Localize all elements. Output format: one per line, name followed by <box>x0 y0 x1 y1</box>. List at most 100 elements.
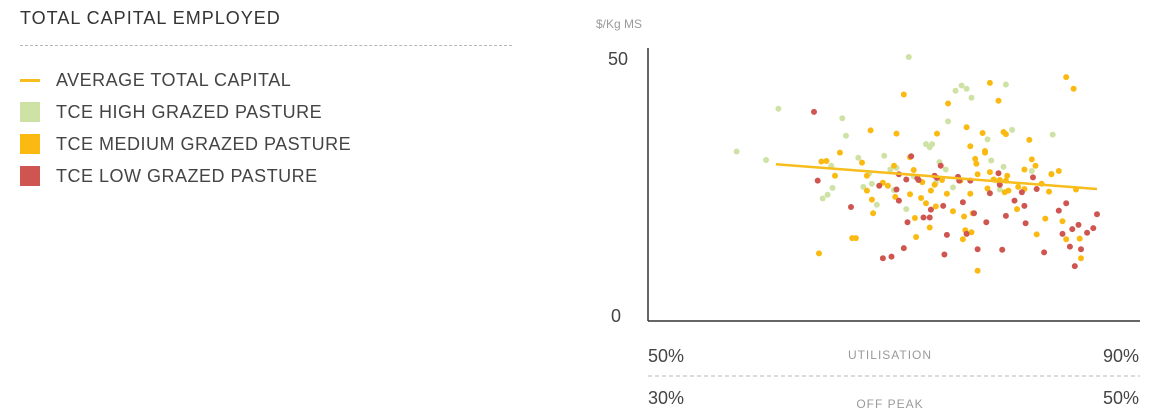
point-medium <box>911 215 918 221</box>
point-low <box>1090 225 1097 232</box>
point-medium <box>1033 231 1040 238</box>
y-tick-top: 50 <box>608 49 628 69</box>
legend-label-average: AVERAGE TOTAL CAPITAL <box>56 69 292 90</box>
point-low <box>888 253 895 260</box>
point-medium <box>823 158 830 164</box>
point-medium <box>967 190 974 197</box>
point-medium <box>1063 236 1070 243</box>
legend-label-high: TCE HIGH GRAZED PASTURE <box>56 101 323 122</box>
point-medium <box>832 172 838 179</box>
point-high <box>942 166 949 173</box>
point-medium <box>816 250 822 257</box>
point-medium <box>836 149 843 156</box>
point-medium <box>818 158 825 165</box>
point-high <box>839 115 846 122</box>
point-low <box>1075 221 1082 228</box>
point-low <box>1055 207 1062 214</box>
point-low <box>879 255 886 262</box>
point-low <box>986 190 993 197</box>
point-medium <box>870 210 877 217</box>
point-low <box>1041 249 1048 256</box>
point-medium <box>859 159 865 166</box>
point-high <box>855 154 862 161</box>
point-low <box>915 177 922 183</box>
point-medium <box>945 100 952 107</box>
point-medium <box>927 187 934 194</box>
point-low <box>1071 263 1078 270</box>
point-medium <box>1002 131 1009 138</box>
point-medium <box>1014 206 1020 213</box>
point-medium <box>884 182 891 189</box>
point-high <box>1028 168 1035 174</box>
point-medium <box>963 124 970 131</box>
point-medium <box>868 196 875 203</box>
point-medium <box>852 235 859 242</box>
legend: AVERAGE TOTAL CAPITAL TCE HIGH GRAZED PA… <box>20 64 351 192</box>
point-high <box>860 183 867 190</box>
point-high <box>819 195 826 202</box>
point-medium <box>961 213 968 220</box>
point-medium <box>1026 136 1033 143</box>
point-high <box>903 206 910 213</box>
point-medium <box>934 130 940 137</box>
legend-swatch-medium <box>20 134 40 154</box>
point-high <box>929 141 936 148</box>
x2-tick-right: 50% <box>1103 388 1139 408</box>
point-medium <box>1005 187 1012 194</box>
chart-title: TOTAL CAPITAL EMPLOYED <box>20 8 281 28</box>
point-low <box>908 153 915 160</box>
point-high <box>843 132 849 139</box>
point-low <box>995 170 1002 177</box>
legend-item-medium: TCE MEDIUM GRAZED PASTURE <box>20 128 351 160</box>
point-medium <box>1042 215 1049 222</box>
point-low <box>983 219 990 226</box>
point-medium <box>982 148 988 154</box>
point-low <box>1094 211 1100 218</box>
point-low <box>876 182 883 189</box>
point-medium <box>891 162 897 169</box>
point-low <box>1033 186 1040 192</box>
point-medium <box>959 236 966 243</box>
point-low <box>937 162 944 169</box>
point-low <box>941 251 948 258</box>
point-medium <box>939 177 945 183</box>
point-low <box>1018 189 1025 196</box>
point-medium <box>1078 255 1084 262</box>
point-high <box>945 118 952 125</box>
point-medium <box>986 79 993 86</box>
point-medium <box>1028 156 1035 163</box>
point-low <box>971 210 977 217</box>
point-high <box>963 85 970 92</box>
point-low <box>926 214 933 221</box>
point-medium <box>863 172 870 179</box>
point-low <box>940 202 947 209</box>
point-high <box>968 94 975 101</box>
point-medium <box>863 187 870 194</box>
legend-swatch-low <box>20 166 40 186</box>
point-high <box>873 201 880 208</box>
y-tick-bottom: 0 <box>611 306 621 326</box>
point-medium <box>1046 188 1052 195</box>
point-low <box>963 230 970 237</box>
point-low <box>811 108 817 115</box>
point-high <box>775 105 782 112</box>
point-medium <box>986 169 993 176</box>
legend-line-swatch <box>20 78 40 82</box>
point-medium <box>950 208 956 215</box>
point-medium <box>1070 85 1077 92</box>
legend-item-high: TCE HIGH GRAZED PASTURE <box>20 96 351 128</box>
point-low <box>1011 197 1018 204</box>
point-medium <box>892 193 899 200</box>
point-high <box>763 157 770 163</box>
point-low <box>1078 246 1084 253</box>
point-low <box>1063 200 1070 207</box>
point-medium <box>973 160 980 167</box>
point-medium <box>984 185 991 192</box>
point-high <box>952 87 959 94</box>
x1-tick-right: 90% <box>1103 346 1139 366</box>
point-medium <box>1059 218 1066 225</box>
point-medium <box>900 91 907 98</box>
point-medium <box>943 190 950 197</box>
legend-item-average: AVERAGE TOTAL CAPITAL <box>20 64 351 96</box>
